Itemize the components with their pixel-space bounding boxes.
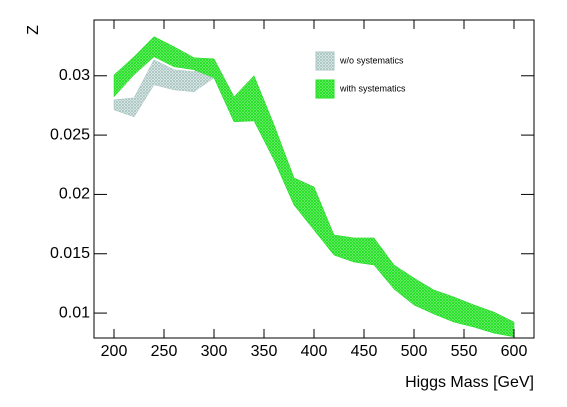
legend-label: with systematics [339,83,406,93]
y-tick-label: 0.015 [50,245,90,262]
x-tick-label: 550 [451,343,478,360]
x-tick-label: 250 [151,343,178,360]
y-tick-label: 0.025 [50,126,90,143]
x-tick-label: 400 [301,343,328,360]
y-tick-label: 0.03 [59,67,90,84]
x-tick-label: 300 [201,343,228,360]
legend-swatch [315,79,335,99]
x-axis-label: Higgs Mass [GeV] [405,374,534,391]
x-tick-label: 600 [501,343,528,360]
y-tick-label: 0.01 [59,304,90,321]
legend-label: w/o systematics [339,55,404,65]
y-tick-label: 0.02 [59,186,90,203]
x-tick-label: 500 [401,343,428,360]
y-axis-label: Z [25,25,42,35]
x-tick-label: 350 [251,343,278,360]
x-tick-label: 450 [351,343,378,360]
x-tick-label: 200 [101,343,128,360]
legend-swatch [315,51,335,71]
